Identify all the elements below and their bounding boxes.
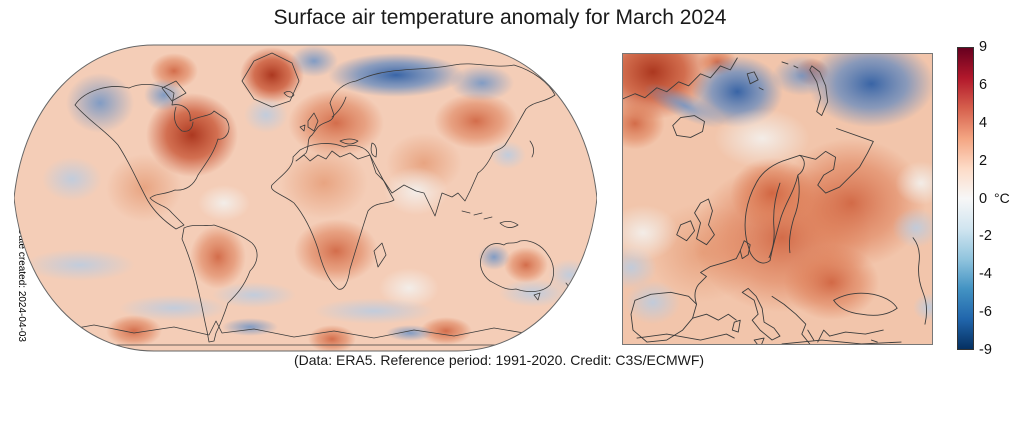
colorbar-tick-label: 0 <box>979 190 988 207</box>
logo-row: ★★★★★★★★★★★★ PROGRAMME OF THE EUROPEAN U… <box>0 385 1024 440</box>
europe-coastlines <box>623 57 928 344</box>
colorbar-unit-label: °C <box>994 190 1010 206</box>
colorbar-tick-label: -4 <box>979 266 992 283</box>
colorbar-tick-label: 2 <box>979 152 988 169</box>
world-anomaly-field <box>25 45 592 351</box>
europe-map <box>622 53 933 345</box>
europe-anomaly-field <box>623 54 932 325</box>
colorbar-tick-label: -2 <box>979 228 992 245</box>
colorbar-tick-label: -9 <box>979 342 992 358</box>
colorbar-tick-label: -6 <box>979 304 992 321</box>
figure-title: Surface air temperature anomaly for Marc… <box>273 6 727 29</box>
figure-caption: (Data: ERA5. Reference period: 1991-2020… <box>293 352 705 368</box>
colorbar-tick-label: 9 <box>979 39 988 55</box>
colorbar-tick-label: 6 <box>979 76 988 93</box>
colorbar-tick-label: 4 <box>979 114 988 131</box>
colorbar <box>957 47 974 350</box>
world-map <box>14 44 597 352</box>
